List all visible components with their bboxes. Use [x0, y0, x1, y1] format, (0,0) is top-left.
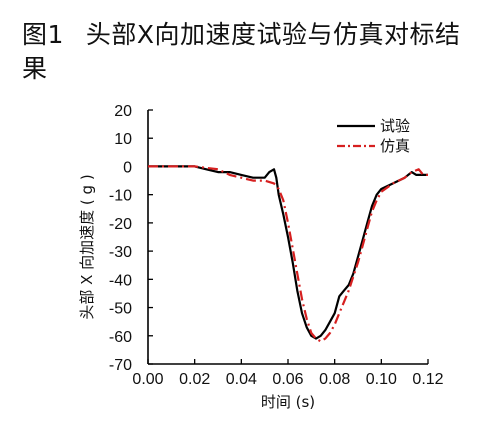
x-tick-label: 0.00 — [132, 371, 163, 388]
x-tick-label: 0.04 — [226, 371, 257, 388]
y-tick-label: -60 — [109, 329, 132, 346]
x-tick-label: 0.02 — [179, 371, 210, 388]
legend-label-sim: 仿真 — [380, 137, 410, 155]
series-line-sim — [148, 165, 428, 343]
figure-label: 图1 — [22, 20, 64, 49]
figure-caption: 头部X向加速度试验与仿真对标结果 — [22, 20, 461, 83]
y-axis-label: 头部 X 向加速度 ( g ) — [78, 174, 96, 319]
x-tick-label: 0.06 — [272, 371, 303, 388]
legend-label-test: 试验 — [380, 117, 410, 135]
y-tick-label: -40 — [109, 272, 132, 289]
x-axis-label: 时间 (s) — [261, 393, 315, 411]
y-tick-label: 0 — [123, 159, 132, 176]
plot-axes: 20 10 0 -10 -20 -30 -40 -50 -60 -700.00 0.02 0.04 0.… — [78, 103, 444, 411]
x-tick-label: 0.12 — [412, 371, 443, 388]
y-tick-label: -10 — [109, 188, 132, 205]
figure-title: 图1 头部X向加速度试验与仿真对标结果 — [22, 18, 482, 86]
series-layer — [148, 165, 428, 343]
y-tick-label: -70 — [109, 357, 132, 374]
y-tick-label: -20 — [109, 216, 132, 233]
x-tick-label: 0.08 — [319, 371, 350, 388]
x-tick-label: 0.10 — [366, 371, 397, 388]
series-line-test — [148, 165, 428, 340]
y-tick-label: -30 — [109, 244, 132, 261]
y-tick-label: 10 — [114, 131, 132, 148]
y-tick-label: 20 — [114, 103, 132, 120]
y-tick-label: -50 — [109, 301, 132, 318]
